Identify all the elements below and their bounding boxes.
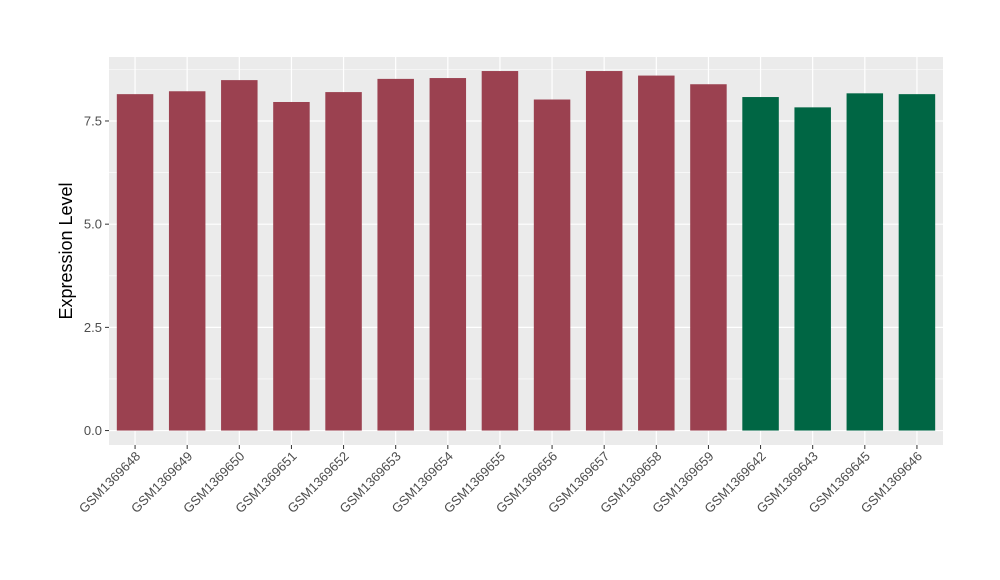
bar-GSM1369642 [742,97,779,431]
bar-GSM1369645 [846,93,884,431]
y-axis-title: Expression Level [56,182,76,319]
bar-GSM1369653 [377,78,414,431]
x-axis: GSM1369648GSM1369649GSM1369650GSM1369651… [76,445,925,516]
bar-GSM1369650 [221,80,258,431]
y-tick-label: 5.0 [84,217,102,232]
y-tick-label: 0.0 [84,423,102,438]
y-tick-label: 7.5 [84,113,102,128]
bar-GSM1369643 [794,107,831,431]
bar-GSM1369651 [273,101,310,431]
bar-GSM1369654 [429,78,467,431]
bar-GSM1369649 [168,91,206,431]
y-tick-label: 2.5 [84,320,102,335]
bar-GSM1369657 [585,71,623,431]
y-axis: 0.0 2.5 5.0 7.5 [84,113,109,438]
bar-GSM1369652 [325,92,362,431]
bar-GSM1369646 [898,94,936,431]
bar-GSM1369659 [690,84,727,431]
bar-GSM1369656 [533,99,571,431]
bar-GSM1369648 [116,94,154,431]
bar-GSM1369655 [481,71,519,431]
bars [116,71,936,431]
bar-GSM1369658 [638,75,675,431]
